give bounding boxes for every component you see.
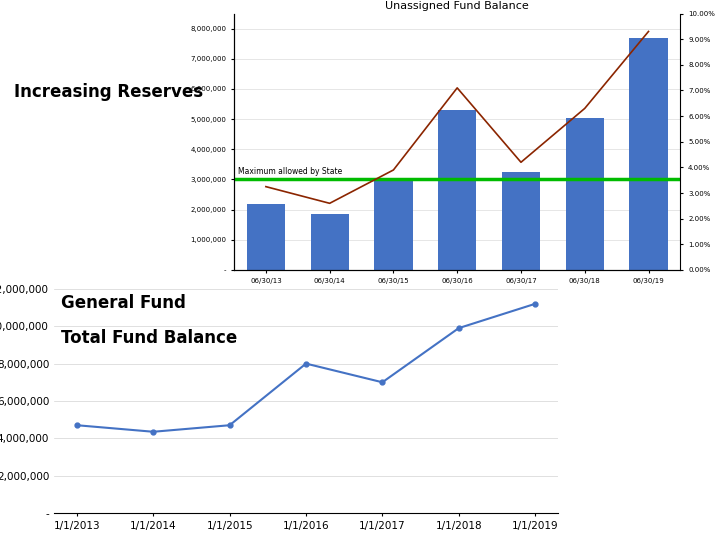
Bar (629, 38, 667, 270)
Bar (438, 110, 477, 270)
Legend: Unassigned Fund Balance, Pct of Budget: Unassigned Fund Balance, Pct of Budget (372, 302, 542, 313)
Text: Total Fund Balance: Total Fund Balance (61, 329, 238, 347)
Bar (374, 178, 413, 270)
Text: Maximum allowed by State: Maximum allowed by State (238, 167, 343, 176)
Bar (310, 214, 348, 270)
Bar (566, 118, 604, 270)
Text: General Fund: General Fund (61, 294, 186, 312)
Bar (502, 172, 540, 270)
Text: Increasing Reserves: Increasing Reserves (14, 83, 204, 101)
Title: Unassigned Fund Balance: Unassigned Fund Balance (385, 1, 529, 11)
Bar (247, 204, 285, 270)
